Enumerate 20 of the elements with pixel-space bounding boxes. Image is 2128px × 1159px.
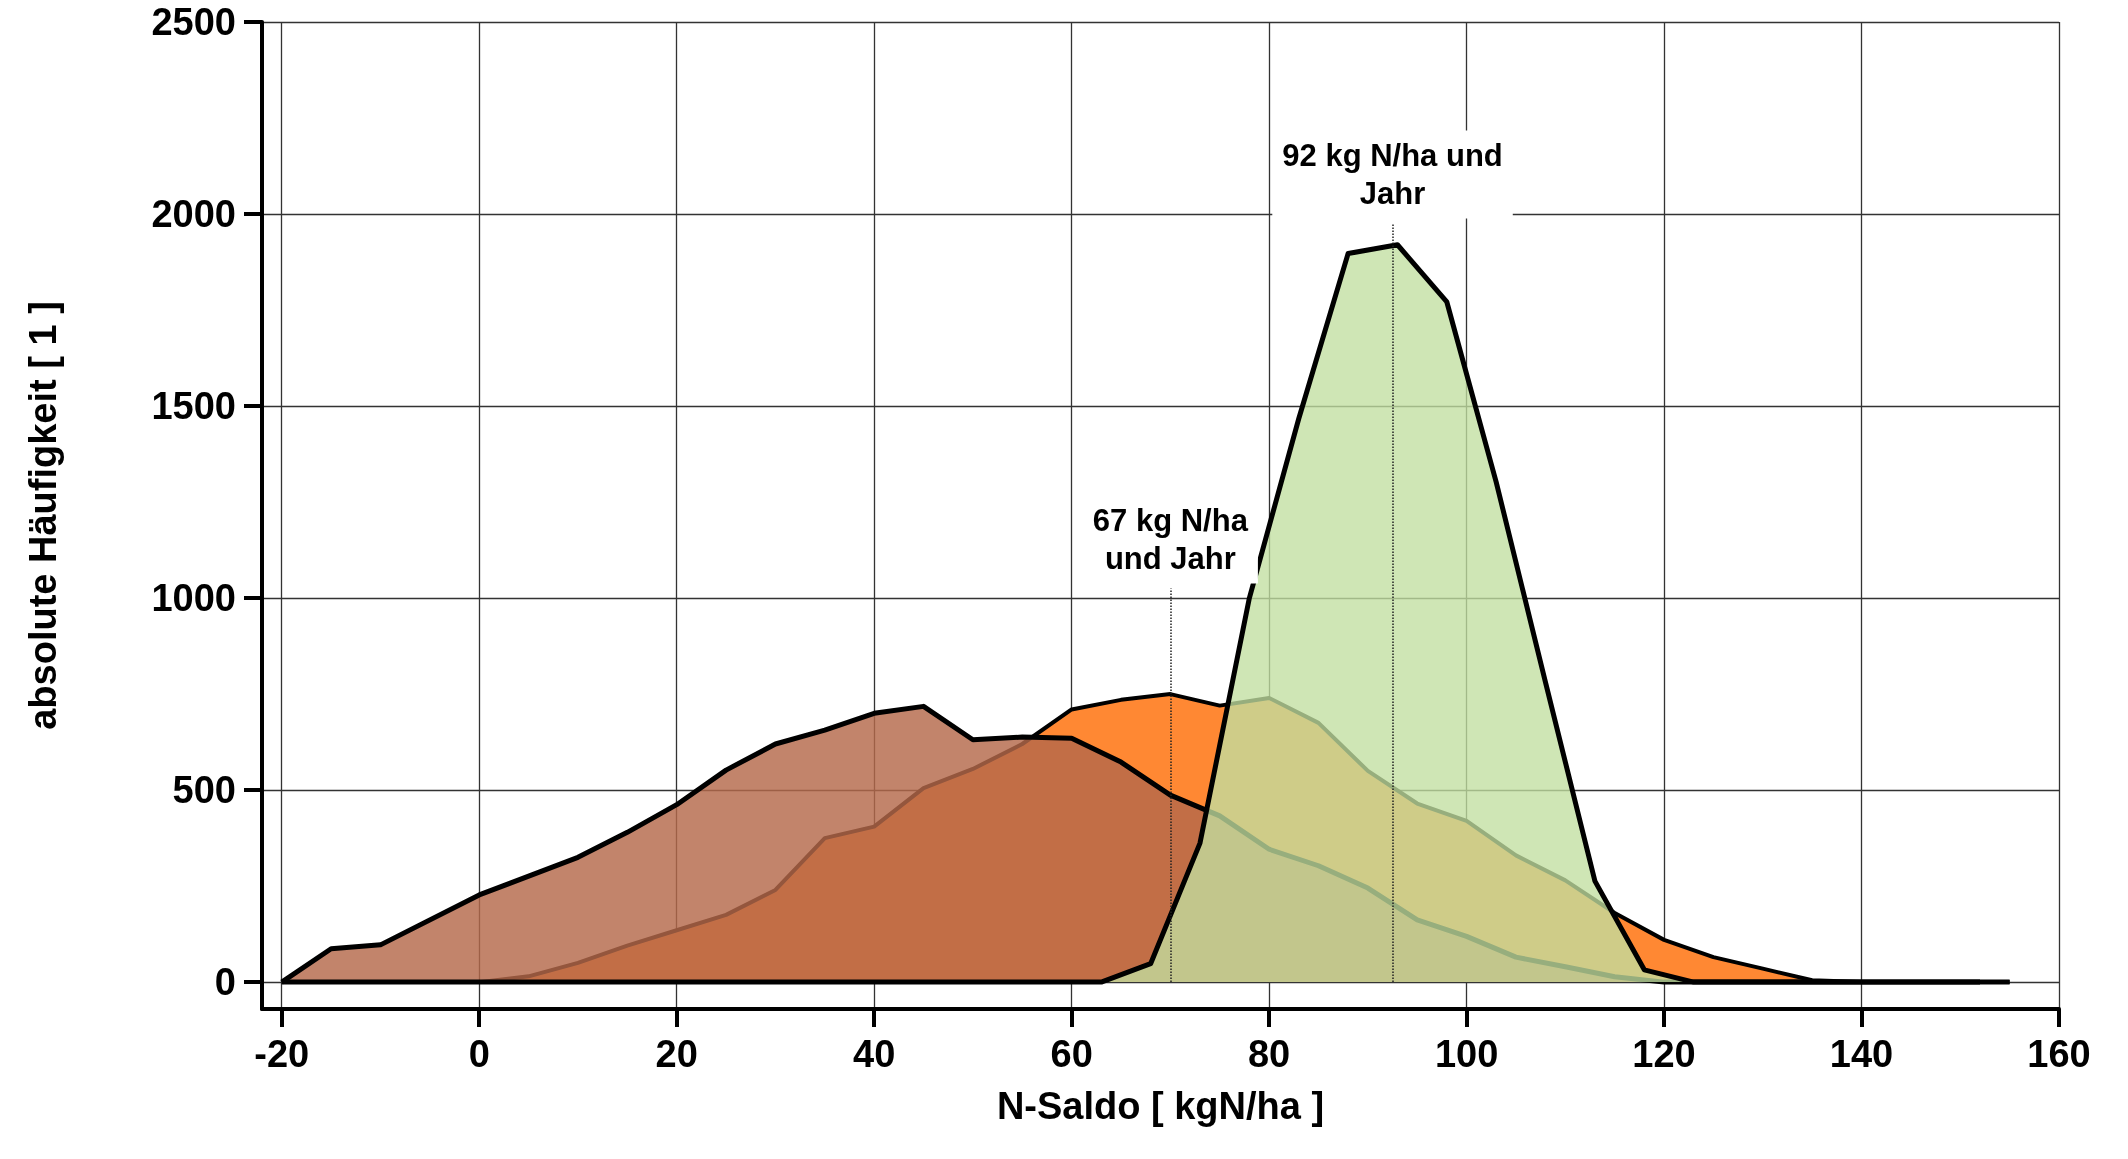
y-tick-label: 2000 <box>151 193 236 236</box>
x-tick-label: 40 <box>853 1033 896 1075</box>
x-tick-label: 0 <box>468 1033 490 1075</box>
x-tick-label: 160 <box>2027 1033 2091 1075</box>
x-tick-label: 140 <box>1829 1033 1894 1075</box>
x-axis-title: N-Saldo [ kgN/ha ] <box>996 1085 1325 1127</box>
x-tick-label: 120 <box>1632 1033 1696 1075</box>
ref-line-label: 67 kg N/ha und Jahr <box>1092 502 1249 576</box>
x-tick-label: 20 <box>655 1033 698 1075</box>
y-tick-label: 500 <box>172 769 236 812</box>
x-tick-label: 80 <box>1247 1033 1291 1075</box>
y-axis-title: absolute Häufigkeit [ 1 ] <box>22 301 64 730</box>
x-tick-label: -20 <box>254 1033 310 1075</box>
x-tick-label: 60 <box>1050 1033 1093 1075</box>
y-tick-label: 1000 <box>151 577 236 620</box>
ref-line-label: 92 kg N/ha und Jahr <box>1282 138 1503 212</box>
y-tick-label: 2500 <box>151 1 236 43</box>
x-tick-label: 100 <box>1434 1033 1499 1075</box>
y-tick-label: 1500 <box>151 385 236 428</box>
y-tick-label: 0 <box>214 961 236 1004</box>
